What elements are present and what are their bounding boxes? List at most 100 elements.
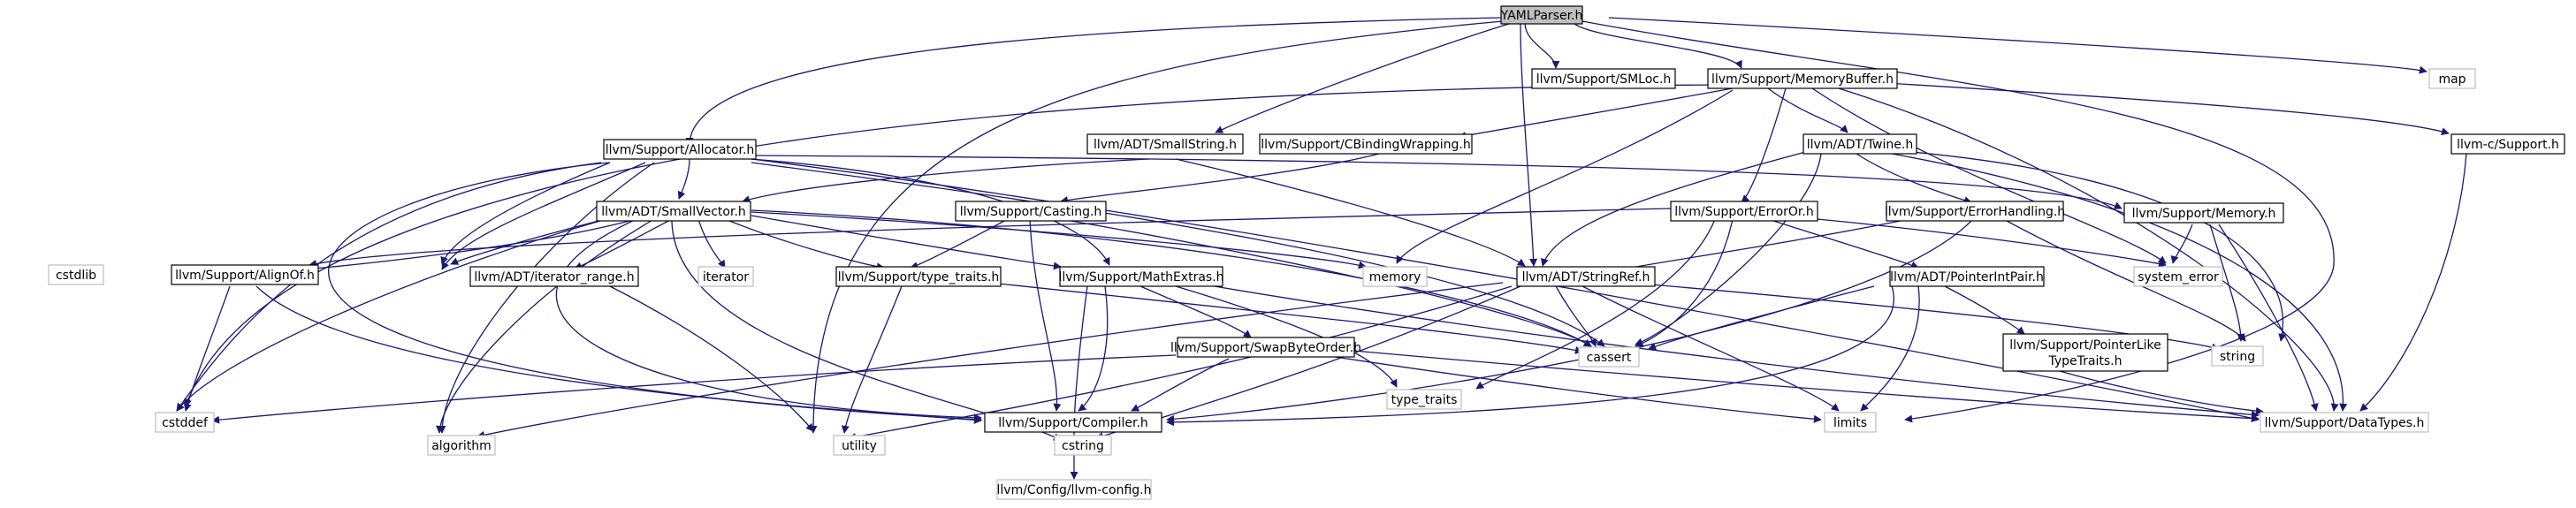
node-map[interactable]: map	[2428, 68, 2476, 89]
node-string[interactable]: string	[2211, 345, 2264, 367]
node-label: algorithm	[431, 439, 492, 453]
node-label: llvm/Support/MathExtras.h	[1058, 270, 1223, 284]
edge-twine-stringref	[1540, 149, 1813, 267]
node-utility[interactable]: utility	[833, 435, 886, 456]
edge-memorybuffer-cstddef	[184, 84, 1734, 407]
node-stringref[interactable]: llvm/ADT/StringRef.h	[1516, 266, 1656, 287]
node-swapbyteorder[interactable]: llvm/Support/SwapByteOrder.h	[1170, 337, 1361, 358]
edge-pointerintpair-cassert	[1648, 285, 1875, 351]
node-iterator-range[interactable]: llvm/ADT/iterator_range.h	[469, 266, 639, 287]
edge-twine-errorhandling	[1856, 153, 1972, 204]
edge-smallvector-mathextras	[751, 215, 1062, 270]
edge-iterator-range-utility	[609, 285, 814, 432]
node-label: llvm/ADT/PointerIntPair.h	[1890, 270, 2044, 284]
node-memory[interactable]: memory	[1362, 266, 1428, 287]
edge-allocator-datatypes	[751, 158, 2260, 422]
node-smallstring[interactable]: llvm/ADT/SmallString.h	[1086, 133, 1244, 155]
edges	[176, 17, 2467, 480]
edge-smallvector-cstring	[671, 218, 1062, 441]
edge-memory-h-datatypes	[2218, 224, 2319, 412]
node-label: llvm/Support/ErrorHandling.h	[1885, 205, 2065, 219]
edge-alignof-compiler	[255, 285, 982, 424]
node-csupport[interactable]: llvm-c/Support.h	[2450, 133, 2565, 155]
node-pointerliketypetraits[interactable]: llvm/Support/PointerLike TypeTraits.h	[2002, 333, 2168, 372]
edge-root-stringref	[1520, 22, 1538, 267]
node-cbinding[interactable]: llvm/Support/CBindingWrapping.h	[1259, 133, 1473, 155]
node-compiler[interactable]: llvm/Support/Compiler.h	[984, 412, 1162, 433]
edge-root-utility	[809, 20, 1504, 434]
node-memorybuffer[interactable]: llvm/Support/MemoryBuffer.h	[1707, 68, 1898, 89]
edge-smallstring-smallvector	[742, 158, 1150, 203]
node-label: llvm/Support/ErrorOr.h	[1674, 205, 1813, 219]
edge-type-traits-h-utility	[841, 285, 903, 434]
edge-stringref-string	[1608, 280, 2220, 352]
node-label: llvm/Support/CBindingWrapping.h	[1261, 138, 1470, 152]
node-alignof[interactable]: llvm/Support/AlignOf.h	[171, 264, 319, 285]
edge-mathextras-swapbyteorder	[1139, 285, 1252, 338]
node-casting[interactable]: llvm/Support/Casting.h	[955, 201, 1107, 222]
node-label: llvm/ADT/SmallString.h	[1094, 138, 1237, 152]
node-algorithm[interactable]: algorithm	[427, 435, 496, 456]
node-label: system_error	[2138, 270, 2219, 284]
edge-swapbyteorder-cstddef	[211, 354, 1177, 424]
edge-erroror-alignof	[309, 208, 1672, 268]
edge-smallvector-cstddef	[176, 215, 620, 412]
node-cstring[interactable]: cstring	[1054, 435, 1112, 456]
node-label: llvm/ADT/StringRef.h	[1522, 270, 1650, 284]
node-label: cassert	[1587, 351, 1632, 365]
node-system-error[interactable]: system_error	[2133, 266, 2223, 287]
node-datatypes[interactable]: llvm/Support/DataTypes.h	[2260, 412, 2429, 433]
edge-mathextras-datatypes	[1193, 282, 2260, 419]
node-memory-h[interactable]: llvm/Support/Memory.h	[2123, 202, 2284, 224]
edge-smallvector-type-traits-h	[724, 218, 885, 271]
node-smloc[interactable]: llvm/Support/SMLoc.h	[1531, 68, 1676, 89]
node-cstddef[interactable]: cstddef	[155, 412, 215, 433]
edge-pointerintpair-pointerlike	[1944, 285, 2025, 335]
edge-errorhandling-string	[2006, 220, 2246, 342]
node-yamlparser[interactable]: YAMLParser.h	[1500, 5, 1583, 25]
node-label: llvm/ADT/iterator_range.h	[474, 270, 634, 284]
edge-mathextras-compiler	[1078, 285, 1109, 412]
node-label-line1: llvm/Support/PointerLike	[2009, 338, 2161, 353]
edge-memorybuffer-cbinding	[1458, 87, 1734, 140]
node-label: limits	[1833, 416, 1867, 430]
node-erroror[interactable]: llvm/Support/ErrorOr.h	[1670, 201, 1818, 222]
edge-allocator-memory-h	[751, 155, 2123, 209]
edge-casting-compiler	[1029, 218, 1062, 412]
node-label: utility	[842, 439, 877, 453]
node-errorhandling[interactable]: llvm/Support/ErrorHandling.h	[1885, 201, 2065, 222]
node-label: llvm/Support/SMLoc.h	[1536, 72, 1672, 87]
node-cassert[interactable]: cassert	[1578, 346, 1640, 368]
node-label: cstring	[1062, 439, 1104, 453]
node-label: llvm/Support/Casting.h	[960, 205, 1102, 219]
edge-allocator-cstdlib	[440, 162, 611, 265]
edge-errorhandling-stringref	[1608, 218, 1910, 275]
edge-root-memorybuffer	[1573, 22, 1742, 69]
node-llvmconfig[interactable]: llvm/Config/llvm-config.h	[996, 479, 1152, 500]
node-label: llvm/Support/Allocator.h	[606, 143, 755, 157]
node-mathextras[interactable]: llvm/Support/MathExtras.h	[1058, 266, 1224, 287]
node-smallvector[interactable]: llvm/ADT/SmallVector.h	[596, 201, 751, 222]
node-label: llvm-c/Support.h	[2457, 138, 2559, 152]
node-type-traits-h[interactable]: llvm/Support/type_traits.h	[835, 266, 1002, 287]
edge-smallvector-compiler	[555, 218, 982, 422]
node-twine[interactable]: llvm/ADT/Twine.h	[1802, 133, 1917, 155]
edge-smallvector-cassert	[751, 209, 1592, 347]
edge-cbinding-casting	[1060, 153, 1380, 204]
node-allocator[interactable]: llvm/Support/Allocator.h	[603, 139, 757, 160]
edge-memorybuffer-erroror	[1741, 87, 1787, 203]
edge-allocator-cstddef	[176, 162, 602, 412]
node-label: iterator	[703, 270, 749, 284]
node-label: string	[2220, 350, 2255, 364]
node-cstdlib[interactable]: cstdlib	[48, 264, 104, 285]
edge-swapbyteorder-compiler	[1131, 358, 1230, 412]
edge-pointerintpair-limits	[1860, 285, 1920, 412]
node-iterator[interactable]: iterator	[697, 266, 754, 287]
edge-csupport-datatypes	[2359, 153, 2467, 412]
edge-memorybuffer-twine	[1767, 87, 1848, 133]
node-pointerintpair[interactable]: llvm/ADT/PointerIntPair.h	[1889, 266, 2045, 287]
node-limits[interactable]: limits	[1824, 412, 1877, 433]
node-label: llvm/Support/Compiler.h	[998, 416, 1148, 430]
edge-root-allocator	[685, 17, 1504, 146]
node-type-traits[interactable]: type_traits	[1386, 389, 1462, 410]
